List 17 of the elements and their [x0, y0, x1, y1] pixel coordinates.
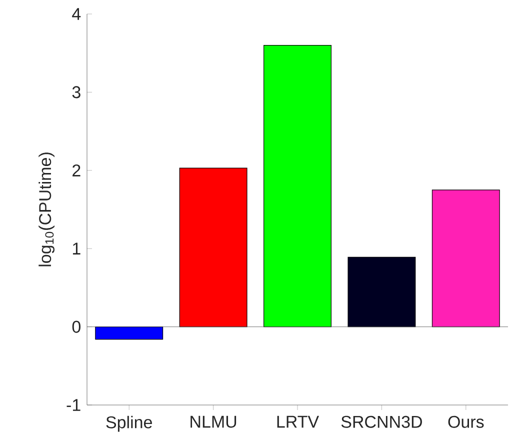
y-tick-label: -1	[66, 399, 80, 411]
y-tick-label: 0	[72, 320, 80, 333]
bar	[95, 326, 164, 340]
x-tick-label: Ours	[448, 416, 484, 428]
y-tick-label: 4	[72, 8, 81, 20]
bar	[264, 44, 332, 328]
x-tick-label: LRTV	[277, 416, 319, 428]
x-tick-label: SRCNN3D	[341, 416, 422, 428]
bar	[432, 190, 500, 328]
y-tick-label: 2	[72, 164, 80, 176]
bar	[179, 168, 248, 328]
x-tick-label: Spline	[106, 416, 152, 432]
bar	[348, 256, 416, 328]
y-tick-label: 1	[72, 242, 80, 254]
y-axis-title: log$_{10}$(CPUtime)	[38, 152, 54, 266]
y-tick-label: 3	[72, 86, 80, 98]
x-tick-label: NLMU	[190, 416, 236, 428]
